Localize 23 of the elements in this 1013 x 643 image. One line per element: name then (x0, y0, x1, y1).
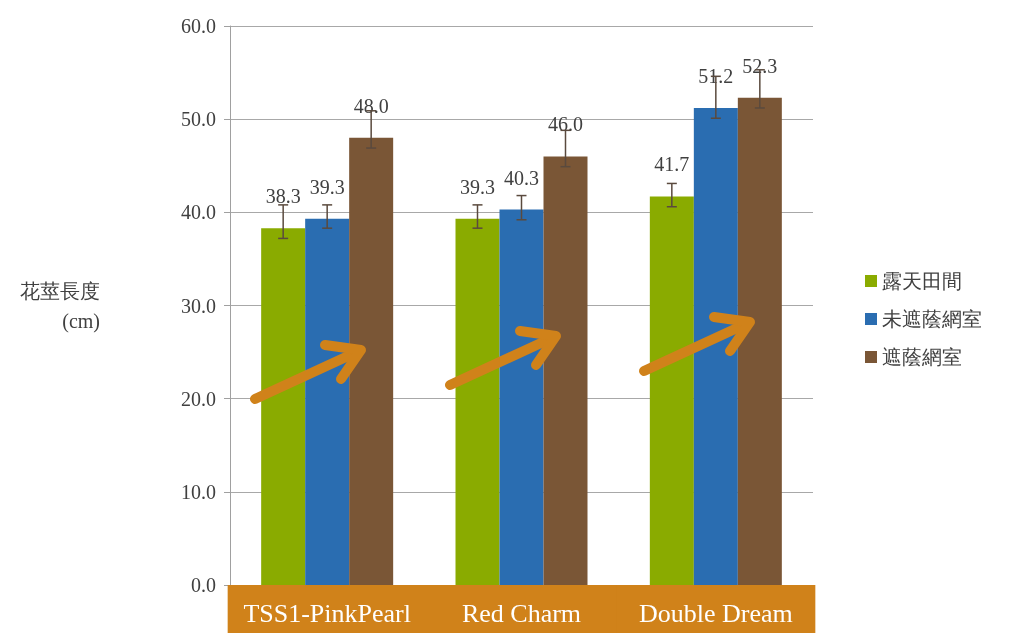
data-label: 52.3 (742, 54, 778, 77)
data-label: 40.3 (504, 166, 539, 189)
x-tick-label: TSS1-PinkPearl (243, 598, 411, 628)
data-label: 46.0 (548, 113, 583, 136)
data-label: 51.2 (698, 64, 734, 87)
y-tick-label: 40.0 (181, 201, 216, 224)
y-tick-label: 20.0 (181, 387, 216, 410)
y-tick-label: 10.0 (181, 480, 216, 503)
y-tick-label: 0.0 (191, 574, 216, 596)
data-label: 38.3 (265, 185, 301, 208)
data-label: 39.3 (309, 175, 345, 198)
y-axis-title: 花莖長度 (cm) (20, 279, 100, 333)
x-tick-label: Red Charm (461, 598, 582, 628)
data-label: 41.7 (654, 153, 690, 176)
legend-label: 未遮蔭網室 (882, 308, 982, 330)
y-tick-label: 30.0 (181, 294, 216, 317)
data-label: 48.0 (353, 94, 389, 117)
x-tick-label: Double Dream (638, 598, 793, 628)
y-tick-label: 60.0 (181, 15, 216, 37)
legend-label: 露天田間 (882, 270, 962, 292)
legend-label: 遮蔭網室 (882, 346, 962, 368)
data-label: 39.3 (460, 175, 495, 198)
y-tick-label: 50.0 (181, 108, 216, 131)
